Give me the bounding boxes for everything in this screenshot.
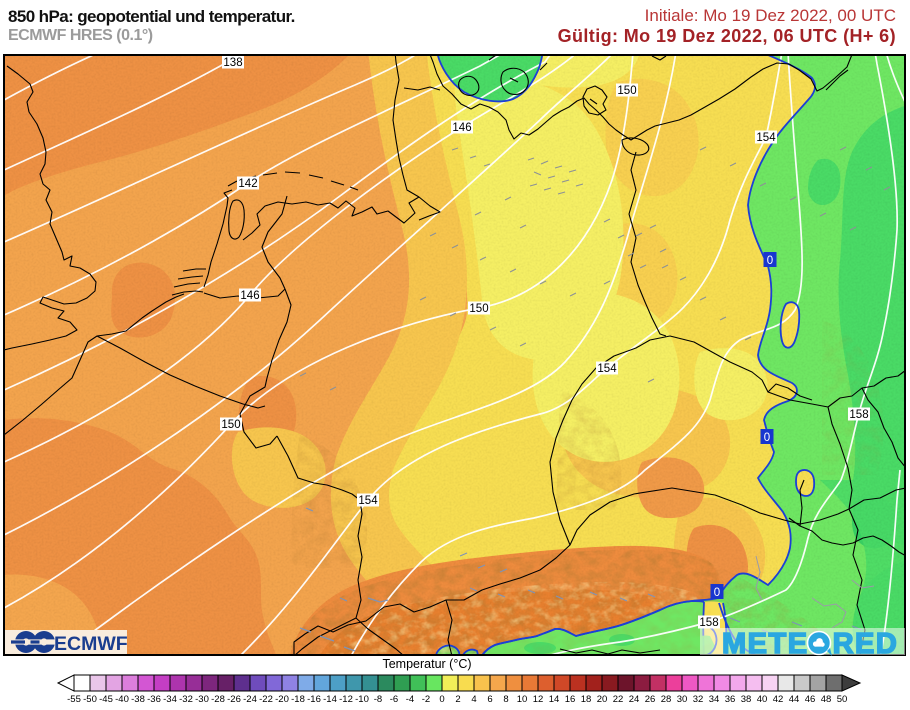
svg-text:30: 30 xyxy=(677,694,688,705)
svg-text:-32: -32 xyxy=(179,694,193,705)
svg-text:28: 28 xyxy=(661,694,672,705)
svg-text:6: 6 xyxy=(487,694,492,705)
svg-text:-2: -2 xyxy=(422,694,430,705)
svg-text:20: 20 xyxy=(597,694,608,705)
svg-text:150: 150 xyxy=(617,85,636,97)
svg-text:-55: -55 xyxy=(67,694,81,705)
svg-text:-28: -28 xyxy=(211,694,225,705)
svg-text:-16: -16 xyxy=(307,694,321,705)
svg-text:Temperatur (°C): Temperatur (°C) xyxy=(382,657,471,671)
svg-text:4: 4 xyxy=(471,694,476,705)
svg-text:-40: -40 xyxy=(115,694,129,705)
svg-text:16: 16 xyxy=(565,694,576,705)
svg-text:0: 0 xyxy=(767,255,773,267)
svg-text:44: 44 xyxy=(789,694,800,705)
svg-text:14: 14 xyxy=(549,694,560,705)
svg-text:24: 24 xyxy=(629,694,640,705)
svg-text:-10: -10 xyxy=(355,694,369,705)
svg-text:146: 146 xyxy=(452,122,471,134)
svg-text:0: 0 xyxy=(764,432,770,444)
svg-text:-38: -38 xyxy=(131,694,145,705)
svg-text:-34: -34 xyxy=(163,694,177,705)
svg-text:-45: -45 xyxy=(99,694,113,705)
svg-text:48: 48 xyxy=(821,694,832,705)
svg-text:12: 12 xyxy=(533,694,544,705)
svg-text:-30: -30 xyxy=(195,694,209,705)
svg-text:154: 154 xyxy=(756,132,776,144)
svg-text:36: 36 xyxy=(725,694,736,705)
svg-text:154: 154 xyxy=(358,495,378,507)
svg-text:ECMWF: ECMWF xyxy=(54,633,128,655)
svg-text:50: 50 xyxy=(837,694,848,705)
svg-text:38: 38 xyxy=(741,694,752,705)
svg-text:158: 158 xyxy=(699,617,718,629)
svg-text:-18: -18 xyxy=(291,694,305,705)
svg-text:-20: -20 xyxy=(275,694,289,705)
svg-text:138: 138 xyxy=(223,57,242,69)
svg-text:0: 0 xyxy=(714,587,720,599)
svg-text:-24: -24 xyxy=(243,694,257,705)
svg-text:46: 46 xyxy=(805,694,816,705)
svg-text:-50: -50 xyxy=(83,694,97,705)
svg-text:-6: -6 xyxy=(390,694,398,705)
svg-text:40: 40 xyxy=(757,694,768,705)
svg-text:-26: -26 xyxy=(227,694,241,705)
svg-text:34: 34 xyxy=(709,694,720,705)
svg-text:-14: -14 xyxy=(323,694,337,705)
svg-text:158: 158 xyxy=(849,409,868,421)
svg-text:154: 154 xyxy=(597,363,617,375)
svg-text:142: 142 xyxy=(238,178,257,190)
svg-text:10: 10 xyxy=(517,694,528,705)
svg-text:-22: -22 xyxy=(259,694,273,705)
svg-text:-4: -4 xyxy=(406,694,414,705)
svg-text:8: 8 xyxy=(503,694,508,705)
svg-text:32: 32 xyxy=(693,694,704,705)
svg-text:150: 150 xyxy=(221,419,240,431)
svg-text:-8: -8 xyxy=(374,694,382,705)
svg-text:42: 42 xyxy=(773,694,784,705)
svg-text:26: 26 xyxy=(645,694,656,705)
svg-text:-36: -36 xyxy=(147,694,161,705)
svg-text:18: 18 xyxy=(581,694,592,705)
svg-text:146: 146 xyxy=(240,290,259,302)
svg-text:0: 0 xyxy=(439,694,444,705)
svg-text:22: 22 xyxy=(613,694,624,705)
svg-text:150: 150 xyxy=(469,303,488,315)
svg-text:-12: -12 xyxy=(339,694,353,705)
svg-text:2: 2 xyxy=(455,694,460,705)
